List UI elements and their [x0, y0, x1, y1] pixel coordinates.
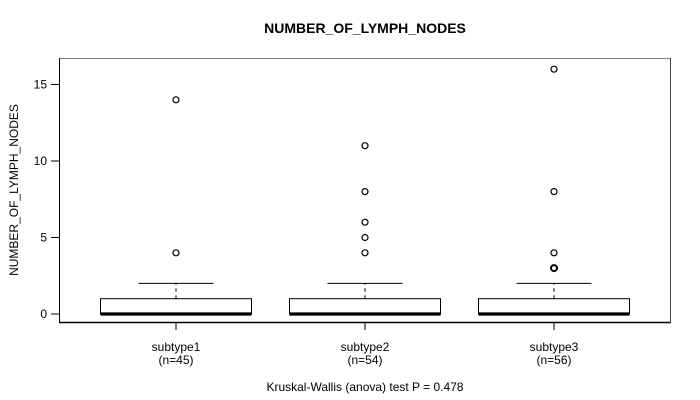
outlier-point [172, 249, 180, 257]
chart-title: NUMBER_OF_LYMPH_NODES [264, 20, 466, 36]
y-axis-title: NUMBER_OF_LYMPH_NODES [7, 104, 21, 276]
stat-test-caption: Kruskal-Wallis (anova) test P = 0.478 [266, 380, 463, 394]
outlier-point [550, 188, 558, 196]
outlier-point [172, 96, 180, 104]
outlier-point [361, 249, 369, 257]
group-label: subtype3 [530, 340, 579, 354]
group-label: subtype1 [152, 340, 201, 354]
outlier-point [361, 218, 369, 226]
outlier-point [550, 65, 558, 73]
outlier-point [550, 264, 558, 273]
outlier-point [361, 233, 369, 242]
box-iqr [289, 298, 441, 315]
outlier-point [361, 188, 369, 196]
y-axis-tick-label: 0 [40, 307, 47, 321]
group-sublabel: (n=56) [536, 353, 571, 367]
group-sublabel: (n=54) [347, 353, 382, 367]
outlier-point [361, 142, 369, 150]
box-iqr [478, 298, 630, 315]
boxplot-canvas: 0 5 10 15 subtype1(n=45) subtype2(n=54) subtyp… [34, 58, 671, 367]
y-axis-tick-label: 10 [34, 154, 48, 168]
outlier-point [550, 249, 558, 257]
group-label: subtype2 [341, 340, 390, 354]
box-iqr [100, 298, 252, 315]
y-axis-tick-label: 15 [34, 78, 48, 92]
group-sublabel: (n=45) [158, 353, 193, 367]
y-axis-tick-label: 5 [40, 231, 47, 245]
